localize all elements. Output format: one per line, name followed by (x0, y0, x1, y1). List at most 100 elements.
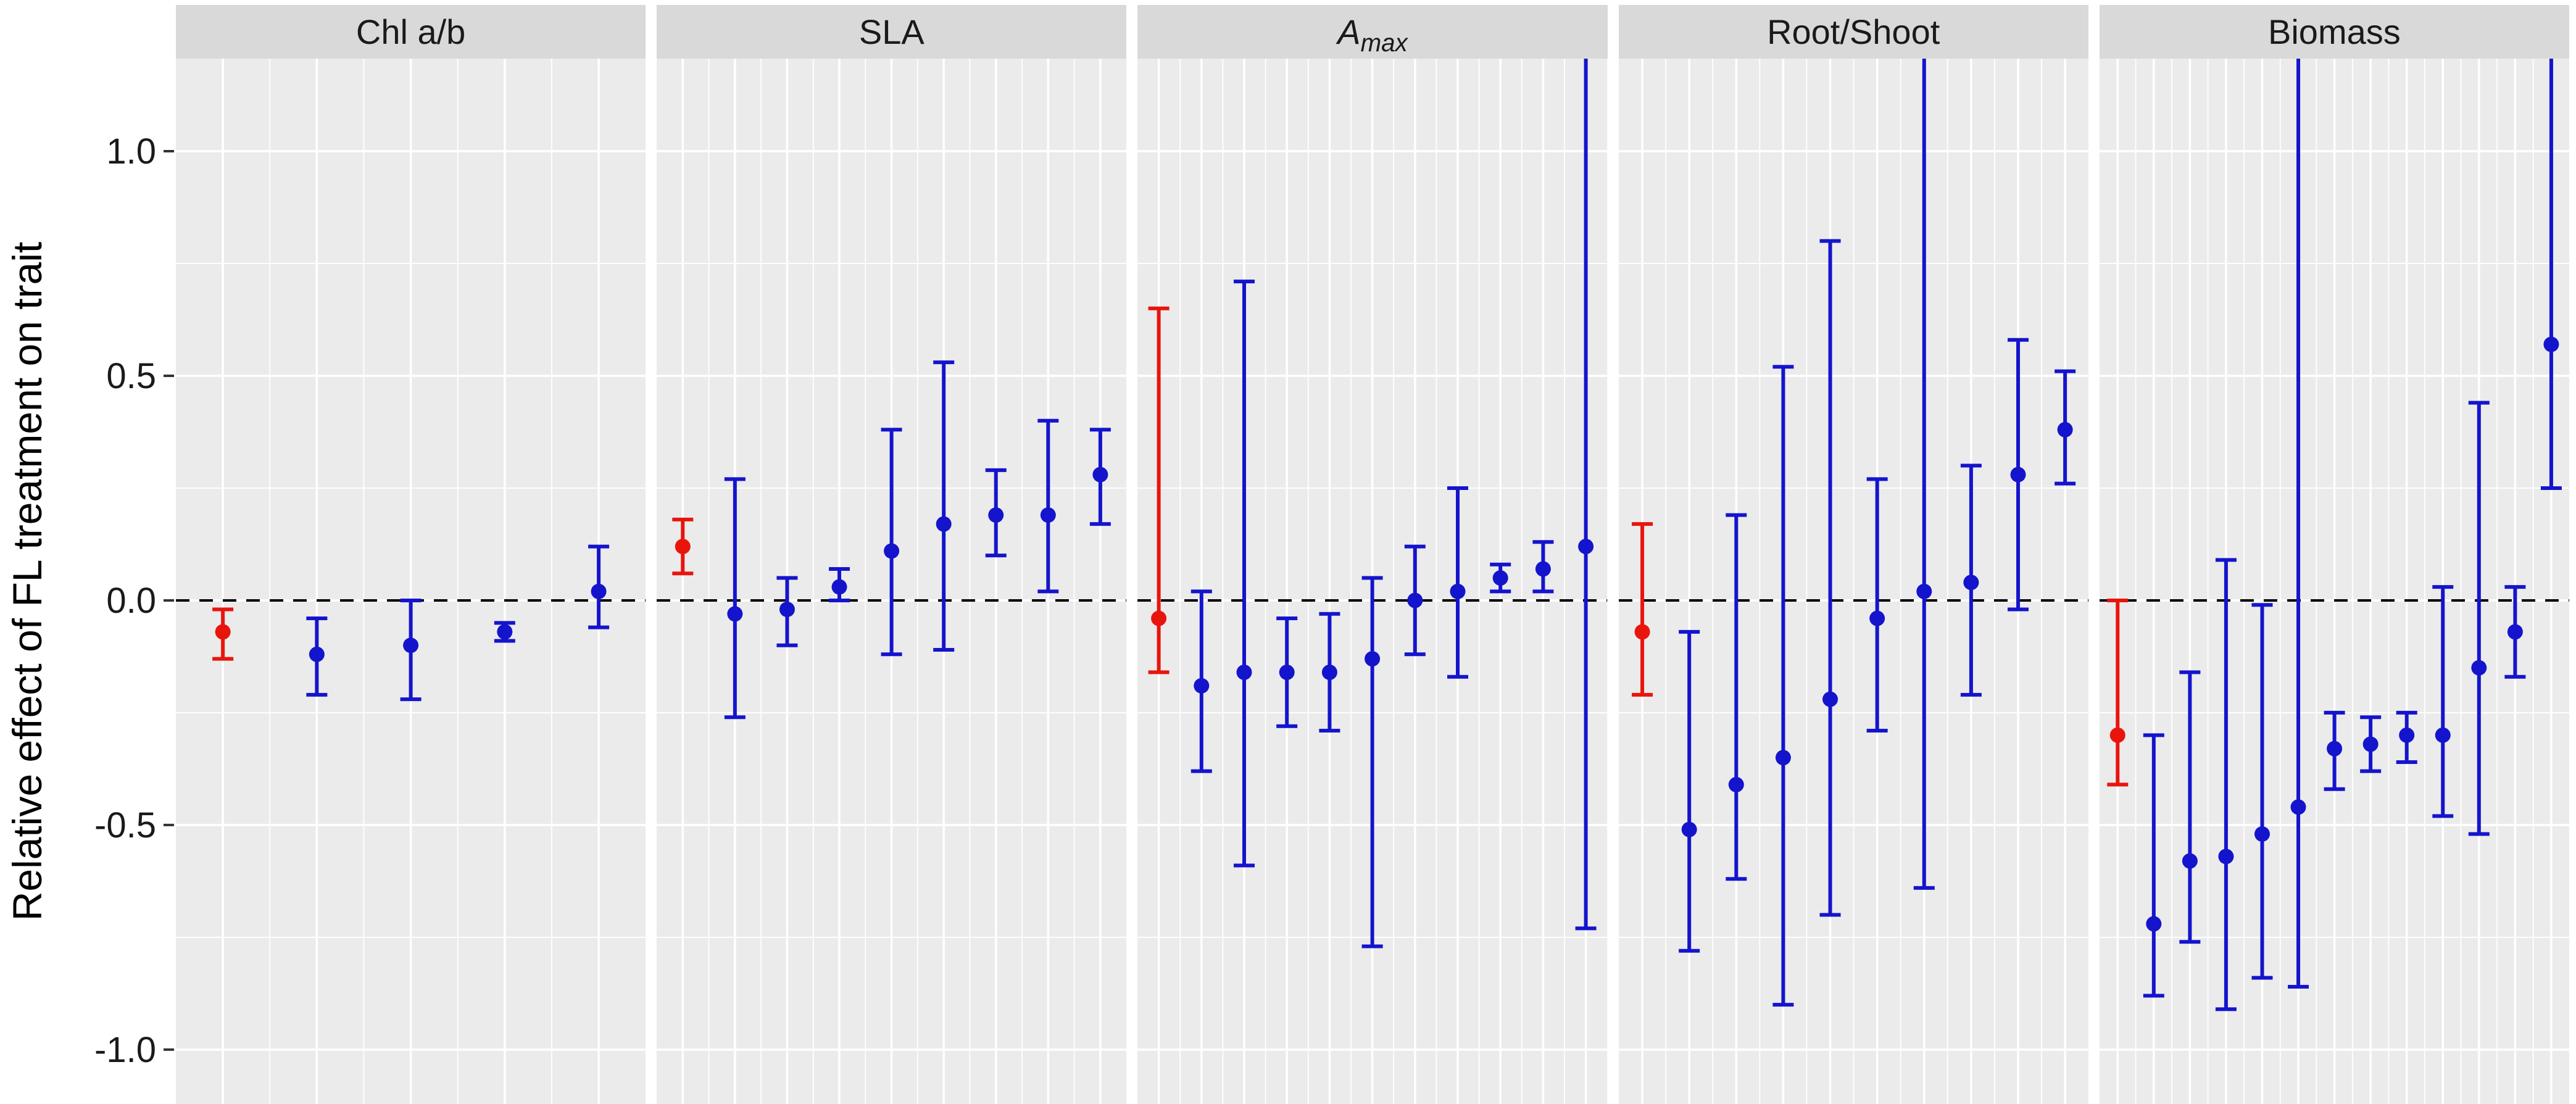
data-point (1681, 821, 1697, 837)
facet-strip-label: Biomass (2268, 12, 2401, 51)
facet-panel (1618, 59, 2088, 1104)
point-with-error-bar (2287, 59, 2309, 989)
y-axis: 1.0 0.5 0.0 -0.5 -1.0 (94, 131, 174, 1070)
point-with-error-bar (1575, 59, 1597, 931)
point-with-error-bar (1772, 365, 1794, 1007)
y-axis-tick-label: -1.0 (94, 1030, 156, 1070)
point-with-error-bar (400, 598, 422, 702)
data-point (1365, 651, 1381, 667)
point-with-error-bar (2396, 710, 2417, 765)
data-point (1822, 691, 1838, 707)
data-point (2399, 727, 2415, 743)
facet-strip: Root/Shoot (1618, 5, 2088, 59)
point-with-error-bar (1148, 306, 1170, 674)
data-point (1194, 678, 1210, 694)
data-point (727, 606, 743, 622)
point-with-error-bar (2359, 715, 2381, 773)
point-with-error-bar (2540, 59, 2562, 490)
data-point (591, 583, 607, 599)
point-with-error-bar (1191, 589, 1213, 773)
point-with-error-bar (2251, 603, 2273, 980)
data-point (2182, 853, 2198, 869)
data-point (779, 601, 796, 617)
data-point (988, 507, 1004, 523)
point-with-error-bar (1405, 544, 1426, 657)
point-with-error-bar (881, 428, 902, 657)
point-with-error-bar (2324, 710, 2345, 791)
data-point (2362, 736, 2379, 752)
point-with-error-bar (1276, 616, 1298, 728)
point-with-error-bar (1678, 629, 1700, 953)
facet-strip: SLA (657, 5, 1127, 59)
point-with-error-bar (1361, 576, 1383, 948)
point-with-error-bar (2504, 585, 2526, 679)
point-with-error-bar (829, 567, 850, 602)
data-point (215, 624, 231, 640)
data-point (1092, 467, 1108, 483)
data-point (1963, 575, 1979, 591)
point-with-error-bar (494, 621, 515, 643)
point-with-error-bar (985, 468, 1007, 558)
data-point (1869, 610, 1885, 626)
data-point (1407, 592, 1423, 608)
point-with-error-bar (2215, 558, 2237, 1011)
point-with-error-bar (1960, 463, 1982, 697)
data-point (497, 624, 513, 640)
point-with-error-bar (1037, 418, 1059, 594)
facet-strip: Amax (1137, 5, 1608, 59)
point-with-error-bar (2054, 369, 2075, 486)
data-point (2435, 727, 2451, 743)
data-point (1151, 610, 1167, 626)
point-with-error-bar (2007, 338, 2029, 612)
data-point (1493, 570, 1509, 586)
point-with-error-bar (1234, 280, 1255, 868)
facet-strip-label: Chl a/b (355, 12, 466, 51)
data-point (1775, 750, 1791, 766)
data-point (2057, 421, 2073, 438)
point-with-error-bar (1725, 513, 1747, 881)
point-with-error-bar (1090, 428, 1111, 526)
facet-strip-label: Amax (1337, 12, 1408, 57)
facet-panel (176, 59, 646, 1104)
data-point (1916, 583, 1932, 599)
facet-panel (2099, 59, 2569, 1104)
data-point (2471, 660, 2487, 676)
point-with-error-bar (1319, 612, 1340, 733)
y-axis-tick-label: 0.0 (106, 581, 156, 621)
point-with-error-bar (776, 576, 798, 647)
data-point (675, 539, 691, 555)
point-with-error-bar (672, 517, 694, 576)
point-with-error-bar (1913, 59, 1935, 890)
data-point (2507, 624, 2523, 640)
facet-panel (1137, 59, 1608, 1104)
point-with-error-bar (725, 477, 746, 720)
data-point (936, 516, 952, 532)
point-with-error-bar (2179, 670, 2201, 944)
data-point (2146, 916, 2162, 932)
data-point (2543, 336, 2559, 352)
point-with-error-bar (1532, 540, 1554, 594)
point-with-error-bar (2107, 598, 2129, 787)
data-point (1236, 664, 1252, 680)
data-point (1535, 561, 1552, 577)
data-point (884, 543, 900, 559)
data-point (2326, 741, 2342, 757)
data-point (1041, 507, 1057, 523)
data-point (309, 646, 325, 662)
y-axis-tick-label: 0.5 (106, 356, 156, 396)
facet-strip-label: SLA (858, 12, 924, 51)
facet-strip: Chl a/b (176, 5, 646, 59)
data-point (1578, 539, 1594, 555)
data-point (1279, 664, 1295, 680)
y-axis-tick-label: -0.5 (94, 805, 156, 845)
point-with-error-bar (2432, 585, 2454, 818)
point-with-error-bar (1866, 477, 1888, 733)
point-with-error-bar (212, 607, 234, 661)
point-with-error-bar (2468, 401, 2490, 836)
data-point (1450, 583, 1466, 599)
point-with-error-bar (1819, 239, 1841, 917)
data-point (1728, 776, 1744, 792)
data-point (2254, 826, 2270, 842)
data-point (403, 637, 419, 654)
